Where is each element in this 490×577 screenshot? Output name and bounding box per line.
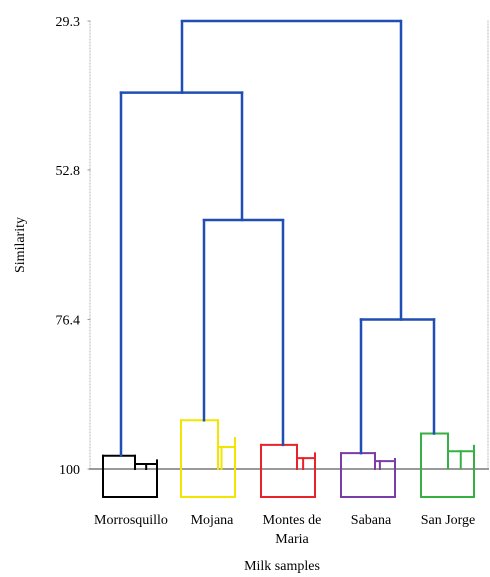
link-sabana-sanjorge — [359, 318, 436, 455]
group-label: San Jorge — [421, 513, 476, 528]
group-label: Montes de — [263, 513, 322, 528]
group-label: Sabana — [351, 513, 392, 528]
y-tick-label: 29.3 — [56, 15, 81, 30]
link-mojana-montes — [202, 218, 285, 447]
link-morrosquillo-mojana-montes — [119, 91, 244, 457]
x-axis-title: Milk samples — [244, 559, 320, 574]
y-tick-label: 52.8 — [56, 164, 81, 179]
subcluster-montes-de-maria — [260, 443, 316, 498]
group-label: Maria — [275, 532, 309, 547]
y-tick-label: 100 — [59, 463, 80, 478]
y-tick-label: 76.4 — [56, 313, 81, 328]
subcluster-mojana — [180, 419, 236, 498]
subcluster-sabana — [340, 452, 396, 498]
subcluster-san-jorge — [420, 432, 475, 498]
y-axis-title: Similarity — [13, 217, 28, 273]
subcluster-morrosquillo — [102, 454, 158, 498]
group-label: Mojana — [191, 513, 235, 528]
group-label: Morrosquillo — [94, 513, 168, 528]
link-root — [180, 19, 403, 321]
